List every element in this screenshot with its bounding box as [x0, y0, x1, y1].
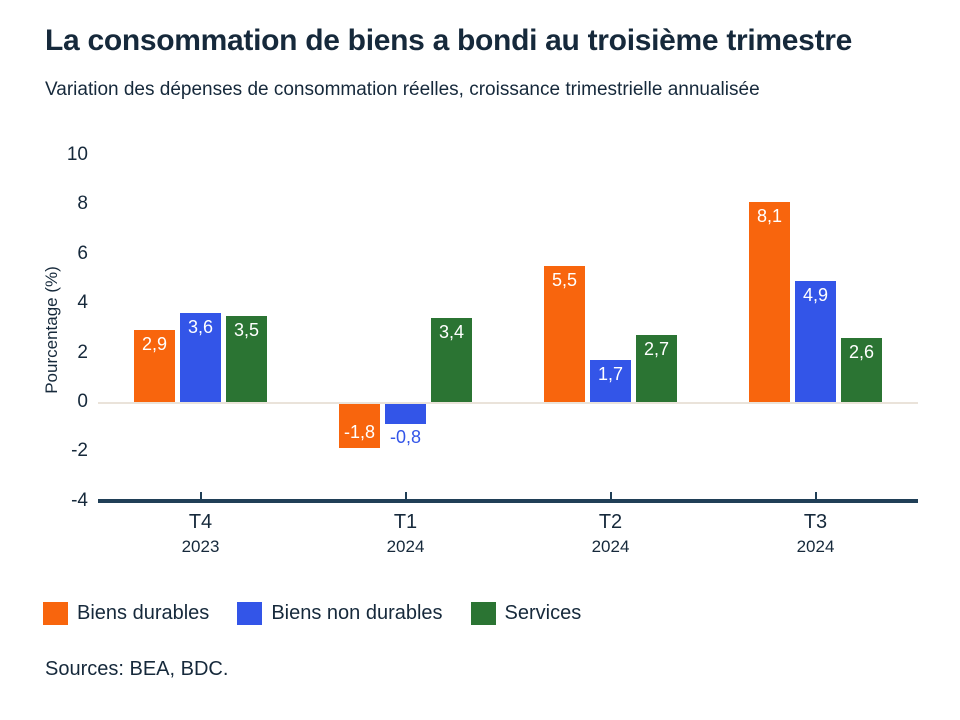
bar [339, 404, 380, 449]
bar-value-label: -0,8 [389, 426, 422, 447]
x-axis-tick [199, 491, 202, 500]
bar-value-label: 3,4 [438, 322, 465, 343]
bar-value-label: 8,1 [756, 205, 783, 226]
y-tick-label: -4 [71, 489, 88, 511]
legend: Biens durables Biens non durables Services [43, 602, 581, 625]
legend-label: Biens durables [77, 602, 210, 624]
x-axis-quarter-label: T2 [598, 510, 623, 533]
bar-value-label: 2,6 [848, 341, 875, 362]
x-axis-quarter-label: T4 [188, 510, 213, 533]
bar [749, 201, 790, 402]
legend-label: Services [504, 602, 582, 624]
y-axis-title: Pourcentage (%) [42, 266, 61, 394]
bar-value-label: 2,9 [141, 334, 168, 355]
x-axis-line [98, 498, 918, 503]
legend-item: Biens durables [43, 602, 209, 625]
x-axis-quarter-label: T1 [393, 510, 418, 533]
y-tick-label: 6 [77, 242, 88, 264]
chart-title: La consommation de biens a bondi au troi… [45, 24, 853, 57]
y-tick-label: 8 [77, 193, 88, 215]
bar-value-label: -1,8 [343, 422, 376, 443]
bar-value-label: 2,7 [643, 339, 670, 360]
bar [431, 318, 472, 402]
sources-note: Sources: BEA, BDC. [45, 658, 229, 680]
bar [841, 337, 882, 402]
y-tick-label: 0 [77, 391, 88, 412]
bar [590, 360, 631, 402]
bar-value-label: 4,9 [802, 284, 829, 305]
bar-value-label: 3,5 [233, 319, 260, 340]
bar-value-label: 1,7 [597, 364, 624, 384]
x-axis-tick [404, 491, 407, 500]
legend-item: Services [470, 602, 582, 625]
chart-subtitle: Variation des dépenses de consommation r… [45, 79, 760, 100]
x-axis-year-label: 2024 [386, 536, 425, 556]
legend-swatch-icon [43, 602, 68, 625]
legend-item: Biens non durables [237, 602, 443, 625]
y-tick-label: 2 [77, 341, 88, 363]
bar-value-label: 5,5 [551, 270, 578, 291]
x-axis-tick [609, 491, 612, 500]
bar [636, 335, 677, 402]
x-axis-quarter-label: T3 [803, 510, 828, 533]
zero-gridline [98, 402, 918, 404]
bar [795, 280, 836, 402]
x-axis-year-label: 2023 [181, 536, 220, 556]
x-axis-year-label: 2024 [591, 536, 630, 556]
y-tick-label: 4 [77, 292, 88, 314]
y-tick-label: -2 [71, 440, 88, 462]
legend-swatch-icon [470, 602, 496, 625]
bar-value-label: 3,6 [187, 317, 214, 338]
x-axis-tick [814, 491, 817, 500]
y-tick-label: 10 [66, 144, 88, 165]
x-axis-year-label: 2024 [796, 536, 835, 556]
legend-label: Biens non durables [271, 602, 443, 624]
bar [180, 313, 221, 402]
bar [544, 266, 585, 402]
bar [226, 315, 267, 402]
bar [385, 404, 426, 424]
legend-swatch-icon [237, 602, 263, 625]
bar [134, 330, 175, 402]
